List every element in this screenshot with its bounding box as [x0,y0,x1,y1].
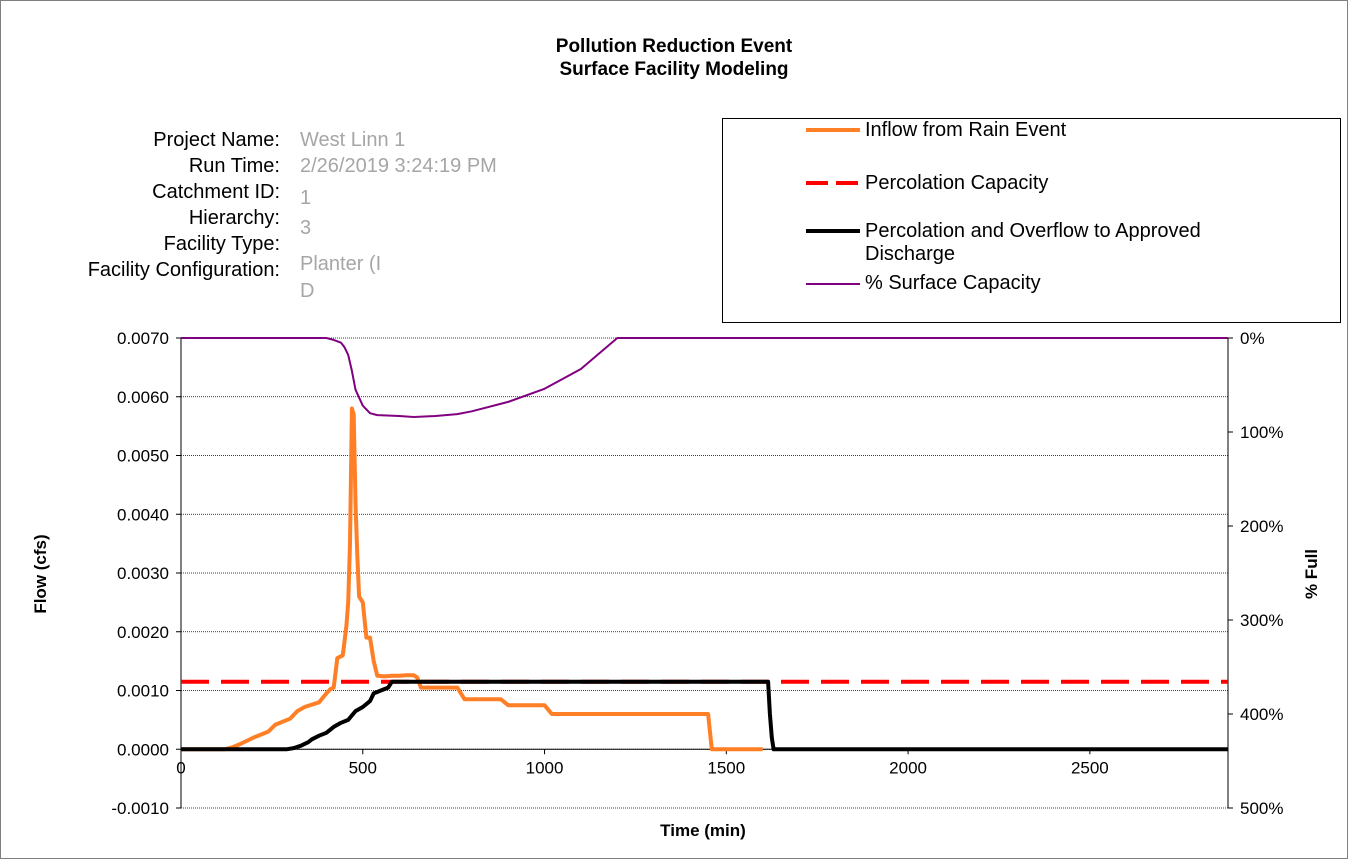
y-tick-label: 0.0020 [117,623,169,642]
x-tick-label: 1500 [707,758,745,777]
y2-tick-label: 0% [1240,329,1265,348]
x-tick-label: 2000 [889,758,927,777]
facility-configuration-label: Facility Configuration: [87,259,280,281]
y2-tick-label: 500% [1240,799,1283,818]
run-time-label: Run Time: [188,155,280,177]
project-name-label: Project Name: [153,129,280,151]
project-name-value: West Linn 1 [300,129,406,151]
y2-tick-label: 200% [1240,517,1283,536]
gridlines [181,337,1228,809]
y2-tick-label: 400% [1240,705,1283,724]
y-tick-label: 0.0000 [117,740,169,759]
hierarchy-label: Hierarchy: [188,207,280,229]
legend-label-surface-capacity: % Surface Capacity [865,272,1041,294]
facility-type-label: Facility Type: [163,233,280,255]
facility-configuration-value: D [300,280,315,302]
x-axis-title: Time (min) [660,821,746,840]
y2-axis-title: % Full [1302,549,1321,599]
legend-label-percolation-capacity: Percolation Capacity [865,172,1049,194]
y-axis-title: Flow (cfs) [31,534,50,613]
y-tick-label: 0.0010 [117,682,169,701]
axes [176,337,1233,809]
y2-tick-label: 100% [1240,423,1283,442]
y-tick-label: 0.0040 [117,505,169,524]
chart-title: Pollution Reduction Event [555,36,793,57]
hierarchy-value: 3 [300,217,312,239]
catchment-id-label: Catchment ID: [152,181,280,203]
facility-type-value: Planter (I [300,253,382,275]
x-tick-label: 1000 [526,758,564,777]
tick-labels: 0.0070 0.0060 0.0050 0.0040 0.0030 0.0020 0.00… [111,329,1283,818]
series-line-percolation-and-overflow-to-approved-discharge [181,679,1228,752]
x-tick-label: 500 [349,758,377,777]
legend-label-percolation-overflow: Percolation and Overflow to Approved Dis… [865,220,1201,265]
catchment-id-value: 1 [300,187,312,209]
legend-swatches [806,128,860,285]
x-tick-label: 0 [176,758,185,777]
x-tick-label: 2500 [1071,758,1109,777]
y2-tick-label: 300% [1240,611,1283,630]
series [181,337,1228,752]
y-tick-label: 0.0070 [117,329,169,348]
y-tick-label: 0.0060 [117,388,169,407]
series-line-surface-capacity [181,337,1228,418]
chart-legend: Inflow from Rain Event Percolation Capac… [722,118,1341,323]
legend-label-inflow: Inflow from Rain Event [865,119,1067,141]
chart-subtitle: Surface Facility Modeling [559,59,789,80]
y-tick-label: 0.0030 [117,564,169,583]
y-tick-label: -0.0010 [111,799,169,818]
run-time-value: 2/26/2019 3:24:19 PM [300,155,497,177]
series-line-inflow-from-rain-event [181,406,763,752]
y-tick-label: 0.0050 [117,447,169,466]
